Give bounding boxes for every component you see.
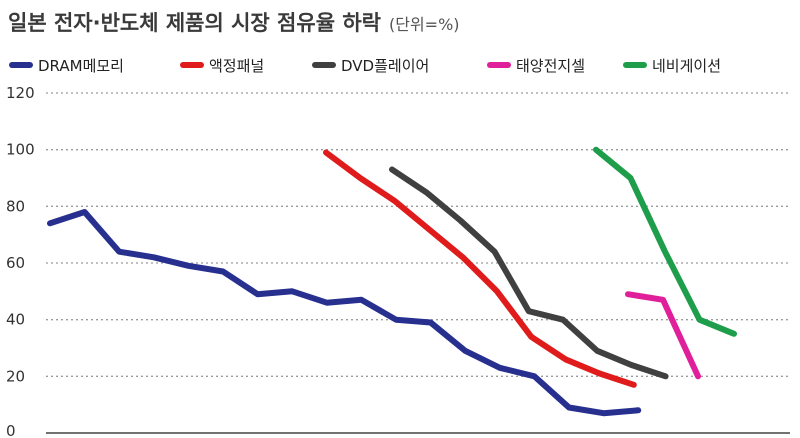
- legend-item: 액정패널: [180, 57, 264, 75]
- y-axis: 0 20 40 60 80 100 120: [6, 84, 35, 438]
- series-line: [323, 149, 637, 388]
- series-lines: [47, 146, 737, 417]
- y-tick-label: 40: [6, 311, 25, 329]
- chart-unit: (단위=%): [389, 15, 460, 34]
- legend-label: 태양전지셀: [516, 57, 585, 75]
- series-line: [625, 291, 701, 380]
- y-tick-label: 100: [6, 141, 35, 159]
- series-line: [389, 166, 669, 380]
- grid: [46, 92, 790, 434]
- legend-item: 태양전지셀: [487, 57, 585, 75]
- y-tick-label: 60: [6, 254, 25, 272]
- legend-item: DVD플레이어: [312, 57, 429, 75]
- series-line: [47, 209, 642, 417]
- y-tick-label: 80: [6, 197, 25, 215]
- legend-item: DRAM메모리: [9, 57, 124, 75]
- legend-label: DVD플레이어: [341, 57, 429, 75]
- legend-item: 네비게이션: [623, 57, 721, 75]
- legend-label: DRAM메모리: [38, 57, 124, 75]
- y-tick-label: 120: [6, 84, 35, 102]
- y-tick-label: 20: [6, 367, 25, 385]
- legend: DRAM메모리 액정패널 DVD플레이어 태양전지셀 네비게이션: [9, 57, 721, 75]
- legend-label: 네비게이션: [652, 57, 721, 75]
- chart-title: 일본 전자·반도체 제품의 시장 점유율 하락: [8, 11, 381, 35]
- series-line: [593, 146, 737, 337]
- y-tick-label: 0: [6, 422, 16, 438]
- legend-label: 액정패널: [209, 57, 264, 75]
